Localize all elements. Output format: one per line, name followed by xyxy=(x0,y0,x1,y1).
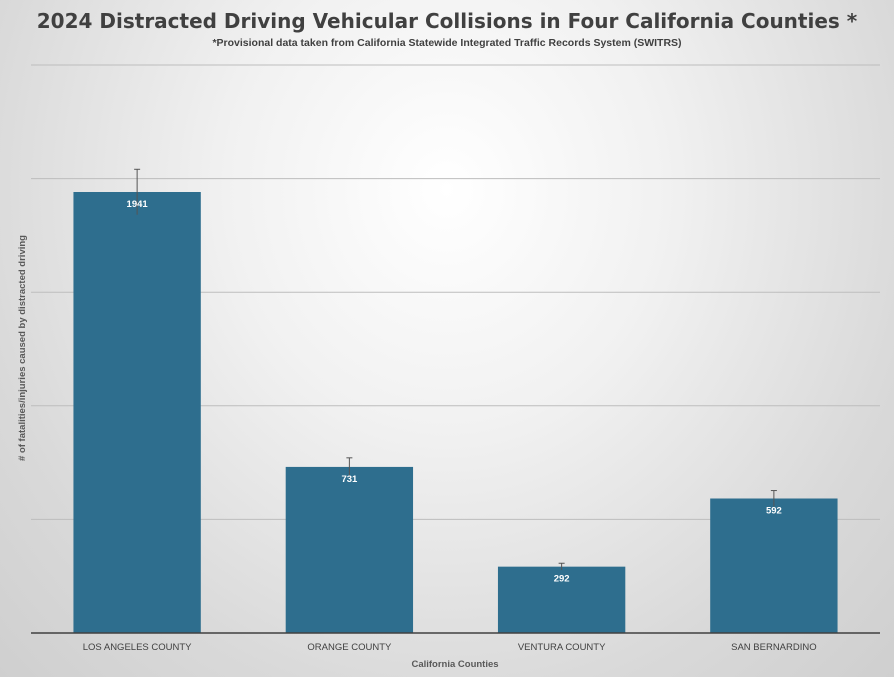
chart-title: 2024 Distracted Driving Vehicular Collis… xyxy=(37,9,858,33)
y-axis-title: # of fatalities/injuries caused by distr… xyxy=(17,235,28,461)
bar xyxy=(710,498,838,633)
x-tick-label: LOS ANGELES COUNTY xyxy=(83,642,192,653)
bar xyxy=(285,466,414,633)
data-labels: 1941 731 292 592 xyxy=(127,199,782,585)
x-axis-title: California Counties xyxy=(411,659,498,670)
data-label: 1941 xyxy=(127,199,149,210)
chart-subtitle: *Provisional data taken from California … xyxy=(212,37,681,49)
x-tick-label: SAN BERNARDINO xyxy=(731,642,817,653)
error-bar xyxy=(558,562,565,571)
error-bars xyxy=(134,168,777,571)
bar xyxy=(497,566,626,633)
data-label: 592 xyxy=(766,505,782,516)
bar xyxy=(73,192,201,633)
error-bar xyxy=(770,490,777,507)
bars xyxy=(73,192,838,633)
error-bar xyxy=(134,168,141,215)
x-tick-label: ORANGE COUNTY xyxy=(307,642,392,653)
data-label: 292 xyxy=(554,574,570,585)
data-label: 731 xyxy=(341,474,358,485)
x-tick-label: VENTURA COUNTY xyxy=(518,642,606,653)
x-tick-labels: LOS ANGELES COUNTY ORANGE COUNTY VENTURA C… xyxy=(83,642,817,653)
error-bar xyxy=(346,457,353,477)
